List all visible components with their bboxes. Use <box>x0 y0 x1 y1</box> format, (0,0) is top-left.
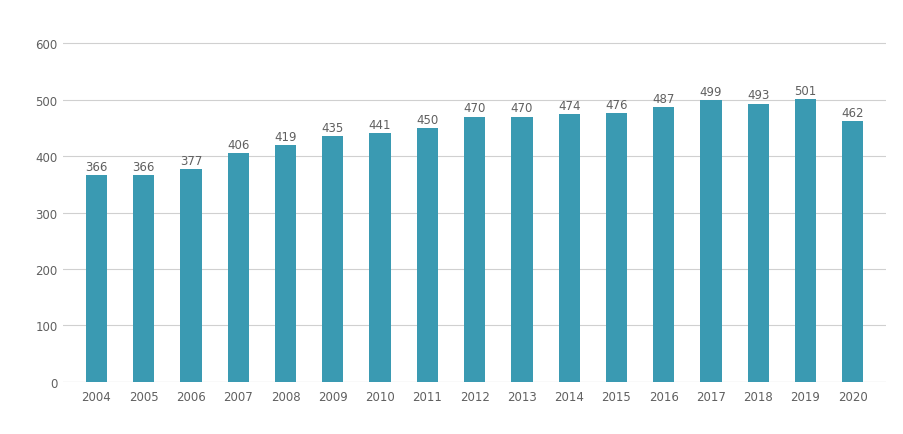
Text: 499: 499 <box>699 86 721 99</box>
Bar <box>652 108 674 382</box>
Bar <box>321 137 343 382</box>
Bar <box>700 101 721 382</box>
Bar <box>133 176 154 382</box>
Bar <box>275 146 296 382</box>
Bar <box>747 105 768 382</box>
Bar <box>86 176 107 382</box>
Bar <box>228 153 248 382</box>
Bar <box>369 134 390 382</box>
Text: 487: 487 <box>652 92 675 105</box>
Text: 450: 450 <box>415 113 438 126</box>
Text: 474: 474 <box>557 100 580 113</box>
Bar <box>605 114 627 382</box>
Text: 470: 470 <box>510 102 533 115</box>
Text: 419: 419 <box>274 131 296 144</box>
Text: 501: 501 <box>794 85 815 98</box>
Bar <box>842 122 862 382</box>
Text: 470: 470 <box>463 102 485 115</box>
Bar <box>511 117 532 382</box>
Bar <box>416 128 437 382</box>
Text: 435: 435 <box>321 122 343 135</box>
Text: 366: 366 <box>133 161 154 174</box>
Text: 493: 493 <box>746 89 768 102</box>
Text: 441: 441 <box>368 118 391 132</box>
Text: 476: 476 <box>604 99 627 112</box>
Text: 406: 406 <box>227 138 249 151</box>
Text: 377: 377 <box>180 155 202 168</box>
Bar <box>463 117 485 382</box>
Bar <box>558 115 579 382</box>
Bar <box>794 100 815 382</box>
Text: 462: 462 <box>841 107 863 120</box>
Text: 366: 366 <box>85 161 107 174</box>
Bar <box>180 170 201 382</box>
